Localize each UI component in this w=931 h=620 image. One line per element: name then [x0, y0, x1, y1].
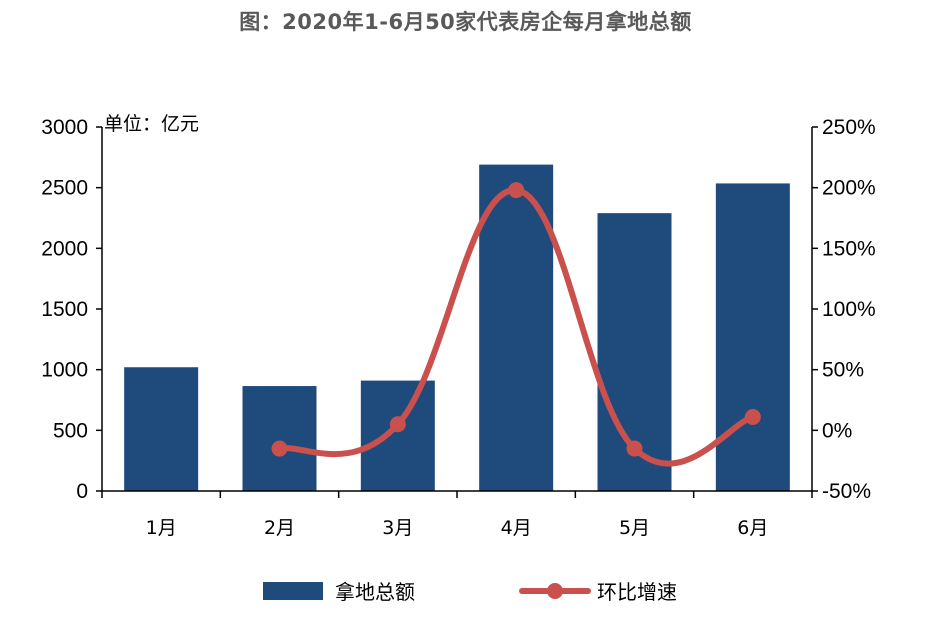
y-right-tick-label: 50%	[822, 359, 864, 382]
y-left-tick-label: 2000	[41, 237, 88, 260]
bars-group	[124, 164, 790, 492]
axes-group: 0 500 1000 1500 2000 2500 3000 -50% 0% 50% 100% 150…	[41, 116, 875, 539]
bar-4	[479, 164, 554, 491]
x-tick-label: 2月	[264, 517, 295, 539]
bar-6	[715, 183, 790, 492]
y-left-tick-label: 1500	[41, 298, 88, 321]
bar-3	[360, 380, 435, 491]
x-tick-label: 6月	[737, 517, 768, 539]
y-right-tick-label: 100%	[822, 298, 876, 321]
legend-label-bar: 拿地总额	[335, 580, 415, 604]
x-tick-label: 4月	[501, 517, 532, 539]
x-tick-label: 3月	[382, 517, 413, 539]
y-right-tick-label: 250%	[822, 116, 876, 139]
growth-point-4	[508, 182, 525, 199]
unit-label: 单位：亿元	[104, 113, 199, 135]
y-right-tick-label: 150%	[822, 237, 876, 260]
y-right-tick-label: -50%	[822, 480, 871, 503]
bar-2	[242, 386, 317, 491]
chart-title: 图：2020年1-6月50家代表房企每月拿地总额	[239, 10, 692, 34]
legend-marker-line	[547, 583, 563, 599]
x-tick-label: 5月	[619, 517, 650, 539]
growth-point-6	[744, 408, 761, 425]
y-right-tick-label: 200%	[822, 177, 876, 200]
y-left-tick-label: 500	[53, 419, 88, 442]
x-tick-label: 1月	[146, 517, 177, 539]
bar-1	[124, 367, 199, 491]
legend-label-line: 环比增速	[597, 580, 677, 604]
y-left-tick-label: 3000	[41, 116, 88, 139]
legend-swatch-bar	[263, 582, 323, 600]
y-left-tick-label: 2500	[41, 177, 88, 200]
y-right-tick-label: 0%	[822, 419, 852, 442]
y-left-tick-label: 1000	[41, 359, 88, 382]
y-left-tick-label: 0	[76, 480, 88, 503]
growth-point-3	[389, 416, 406, 433]
line-group	[271, 182, 761, 467]
growth-point-5	[626, 440, 643, 457]
growth-point-2	[271, 440, 288, 457]
legend: 拿地总额 环比增速	[263, 580, 677, 604]
